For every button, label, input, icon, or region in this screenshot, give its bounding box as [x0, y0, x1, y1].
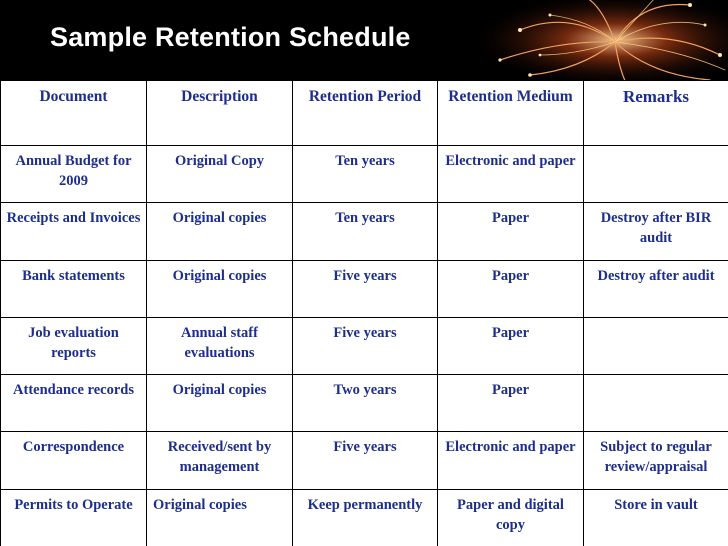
- cell-remarks: [583, 144, 728, 204]
- cell-document: Attendance records: [0, 374, 147, 433]
- cell-document: Receipts and Invoices: [0, 202, 147, 261]
- cell-description: Original copies: [146, 374, 293, 433]
- cell-retention-period: Ten years: [292, 144, 438, 204]
- cell-retention-medium: Paper: [437, 259, 584, 318]
- cell-retention-medium: Paper and digital copy: [437, 488, 584, 546]
- cell-remarks: Destroy after audit: [583, 259, 728, 318]
- cell-description: Original copies: [146, 202, 293, 261]
- cell-document: Bank statements: [0, 259, 147, 318]
- header-remarks: Remarks: [583, 80, 728, 146]
- cell-retention-period: Keep permanently: [292, 488, 438, 546]
- cell-retention-medium: Electronic and paper: [437, 431, 584, 490]
- retention-table-container: Document Description Retention Period Re…: [0, 80, 728, 546]
- firework-icon: [480, 0, 728, 80]
- table-row: Permits to Operate Original copies Keep …: [0, 488, 728, 546]
- slide-header: Sample Retention Schedule: [0, 0, 728, 80]
- table-row: Receipts and Invoices Original copies Te…: [0, 202, 728, 261]
- header-retention-period: Retention Period: [292, 80, 438, 146]
- cell-retention-period: Five years: [292, 431, 438, 490]
- cell-remarks: Subject to regular review/appraisal: [583, 431, 728, 490]
- cell-retention-period: Five years: [292, 316, 438, 376]
- table-header-row: Document Description Retention Period Re…: [0, 80, 728, 146]
- header-description: Description: [146, 80, 293, 146]
- cell-description: Annual staff evaluations: [146, 316, 293, 376]
- header-retention-medium: Retention Medium: [437, 80, 584, 146]
- cell-description: Original copies: [146, 488, 293, 546]
- table-row: Attendance records Original copies Two y…: [0, 374, 728, 433]
- cell-remarks: Destroy after BIR audit: [583, 202, 728, 261]
- cell-remarks: Store in vault: [583, 488, 728, 546]
- cell-retention-period: Two years: [292, 374, 438, 433]
- table-row: Correspondence Received/sent by manageme…: [0, 431, 728, 490]
- table-row: Job evaluation reports Annual staff eval…: [0, 316, 728, 376]
- cell-remarks: [583, 374, 728, 433]
- cell-retention-medium: Paper: [437, 202, 584, 261]
- cell-description: Original Copy: [146, 144, 293, 204]
- cell-retention-period: Ten years: [292, 202, 438, 261]
- table-row: Annual Budget for 2009 Original Copy Ten…: [0, 144, 728, 204]
- cell-description: Received/sent by management: [146, 431, 293, 490]
- table-row: Bank statements Original copies Five yea…: [0, 259, 728, 318]
- cell-retention-medium: Paper: [437, 316, 584, 376]
- cell-description: Original copies: [146, 259, 293, 318]
- cell-document: Annual Budget for 2009: [0, 144, 147, 204]
- slide-title: Sample Retention Schedule: [50, 22, 411, 52]
- cell-document: Job evaluation reports: [0, 316, 147, 376]
- cell-remarks: [583, 316, 728, 376]
- cell-retention-medium: Electronic and paper: [437, 144, 584, 204]
- cell-document: Correspondence: [0, 431, 147, 490]
- cell-retention-medium: Paper: [437, 374, 584, 433]
- cell-retention-period: Five years: [292, 259, 438, 318]
- cell-document: Permits to Operate: [0, 488, 147, 546]
- retention-table: Document Description Retention Period Re…: [0, 80, 728, 546]
- header-document: Document: [0, 80, 147, 146]
